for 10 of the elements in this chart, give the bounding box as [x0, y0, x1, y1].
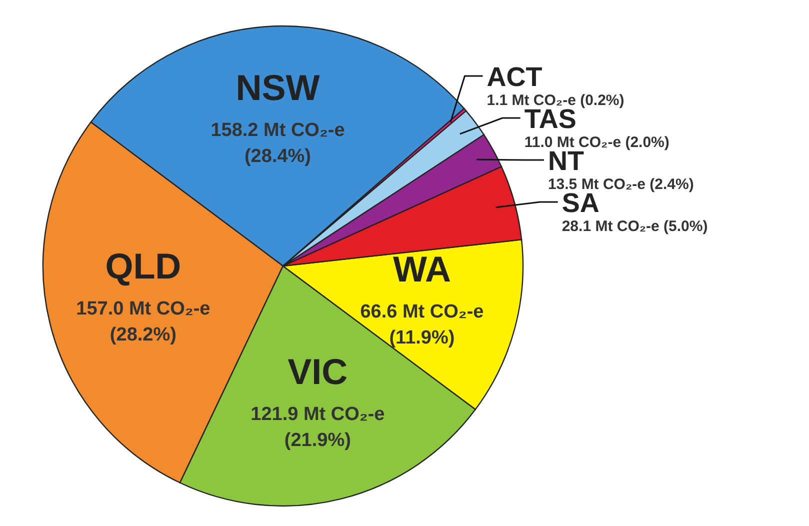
data-label: 66.6 Mt CO₂-e (11.9%)	[360, 302, 484, 349]
data-label: 157.0 Mt CO₂-e (28.2%)	[76, 298, 210, 346]
data-label: 121.9 Mt CO₂-e (21.9%)	[250, 404, 385, 451]
slice-label: VIC	[288, 350, 348, 392]
slice-label: WA	[392, 248, 451, 290]
slice-label: QLD	[105, 246, 182, 287]
slice-label: NSW	[236, 67, 320, 108]
data-label: 158.2 Mt CO₂-e (28.4%)	[210, 120, 345, 168]
slice-label: ACT	[486, 62, 543, 92]
data-label: 28.1 Mt CO₂-e (5.0%)	[562, 218, 708, 235]
